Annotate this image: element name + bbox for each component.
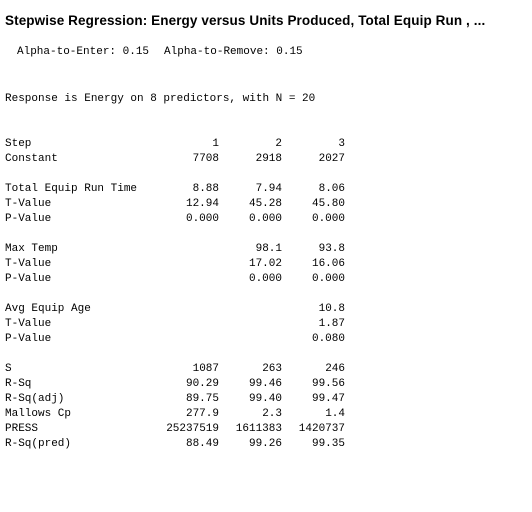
cell-p-2: 0.000 — [248, 213, 282, 225]
row-mallows-cp: Mallows Cp 277.9 2.3 1.4 — [5, 407, 345, 422]
row-p-value: P-Value 0.080 — [5, 332, 345, 347]
row-label: T-Value — [5, 318, 52, 330]
row-label: Total Equip Run Time — [5, 183, 138, 195]
row-label: R-Sq — [5, 378, 32, 390]
row-label: R-Sq(adj) — [5, 393, 65, 405]
cell-constant-3: 2027 — [318, 153, 345, 165]
cell-mallows-2: 2.3 — [262, 408, 282, 420]
cell-press-2: 1611383 — [235, 423, 282, 435]
cell-coef-3: 93.8 — [318, 243, 345, 255]
output-title: Stepwise Regression: Energy versus Units… — [5, 13, 486, 28]
cell-press-3: 1420737 — [298, 423, 345, 435]
cell-r-sq-pred-1: 88.49 — [185, 438, 219, 450]
cell-r-sq-adj-2: 99.40 — [248, 393, 282, 405]
cell-r-sq-pred-3: 99.35 — [311, 438, 345, 450]
cell-r-sq-3: 99.56 — [311, 378, 345, 390]
cell-step-3: 3 — [338, 138, 345, 150]
cell-r-sq-adj-3: 99.47 — [311, 393, 345, 405]
row-t-value: T-Value 12.94 45.28 45.80 — [5, 197, 345, 212]
cell-s-1: 1087 — [192, 363, 219, 375]
alpha-to-enter: Alpha-to-Enter: 0.15 — [17, 46, 150, 58]
row-label: Avg Equip Age — [5, 303, 91, 315]
row-label: Max Temp — [5, 243, 58, 255]
row-step: Step 1 2 3 — [5, 137, 345, 152]
cell-press-1: 25237519 — [166, 423, 219, 435]
row-label: T-Value — [5, 198, 52, 210]
row-avg-equip-age: Avg Equip Age 10.8 — [5, 302, 345, 317]
cell-r-sq-1: 90.29 — [185, 378, 219, 390]
cell-r-sq-adj-1: 89.75 — [185, 393, 219, 405]
row-t-value: T-Value 17.02 16.06 — [5, 257, 345, 272]
row-label: PRESS — [5, 423, 39, 435]
row-t-value: T-Value 1.87 — [5, 317, 345, 332]
row-label: Constant — [5, 153, 58, 165]
cell-mallows-1: 277.9 — [185, 408, 219, 420]
cell-t-2: 45.28 — [248, 198, 282, 210]
cell-t-1: 12.94 — [185, 198, 219, 210]
cell-t-3: 1.87 — [318, 318, 345, 330]
row-max-temp: Max Temp 98.1 93.8 — [5, 242, 345, 257]
cell-p-2: 0.000 — [248, 273, 282, 285]
cell-constant-1: 7708 — [192, 153, 219, 165]
row-p-value: P-Value 0.000 0.000 0.000 — [5, 212, 345, 227]
row-r-sq: R-Sq 90.29 99.46 99.56 — [5, 377, 345, 392]
cell-coef-3: 8.06 — [318, 183, 345, 195]
row-s: S 1087 263 246 — [5, 362, 345, 377]
row-label: Step — [5, 138, 32, 150]
cell-step-1: 1 — [212, 138, 219, 150]
row-p-value: P-Value 0.000 0.000 — [5, 272, 345, 287]
row-r-sq-adj: R-Sq(adj) 89.75 99.40 99.47 — [5, 392, 345, 407]
cell-constant-2: 2918 — [255, 153, 282, 165]
cell-coef-1: 8.88 — [192, 183, 219, 195]
cell-step-2: 2 — [275, 138, 282, 150]
row-total-equip-run-time: Total Equip Run Time 8.88 7.94 8.06 — [5, 182, 345, 197]
response-line: Response is Energy on 8 predictors, with… — [5, 93, 316, 105]
cell-p-1: 0.000 — [185, 213, 219, 225]
row-label: P-Value — [5, 213, 52, 225]
alpha-to-remove: Alpha-to-Remove: 0.15 — [164, 46, 303, 58]
alpha-settings: Alpha-to-Enter: 0.15 Alpha-to-Remove: 0.1… — [17, 45, 303, 60]
cell-p-3: 0.000 — [311, 273, 345, 285]
cell-t-2: 17.02 — [248, 258, 282, 270]
cell-mallows-3: 1.4 — [325, 408, 345, 420]
cell-coef-3: 10.8 — [318, 303, 345, 315]
cell-r-sq-2: 99.46 — [248, 378, 282, 390]
row-label: Mallows Cp — [5, 408, 72, 420]
cell-t-3: 45.80 — [311, 198, 345, 210]
cell-coef-2: 98.1 — [255, 243, 282, 255]
row-press: PRESS 25237519 1611383 1420737 — [5, 422, 345, 437]
row-label: R-Sq(pred) — [5, 438, 72, 450]
row-label: T-Value — [5, 258, 52, 270]
cell-s-2: 263 — [262, 363, 282, 375]
row-label: P-Value — [5, 333, 52, 345]
cell-p-3: 0.080 — [311, 333, 345, 345]
row-label: P-Value — [5, 273, 52, 285]
cell-r-sq-pred-2: 99.26 — [248, 438, 282, 450]
row-constant: Constant 7708 2918 2027 — [5, 152, 345, 167]
cell-p-3: 0.000 — [311, 213, 345, 225]
row-r-sq-pred: R-Sq(pred) 88.49 99.26 99.35 — [5, 437, 345, 452]
cell-t-3: 16.06 — [311, 258, 345, 270]
row-label: S — [5, 363, 12, 375]
cell-s-3: 246 — [325, 363, 345, 375]
cell-coef-2: 7.94 — [255, 183, 282, 195]
